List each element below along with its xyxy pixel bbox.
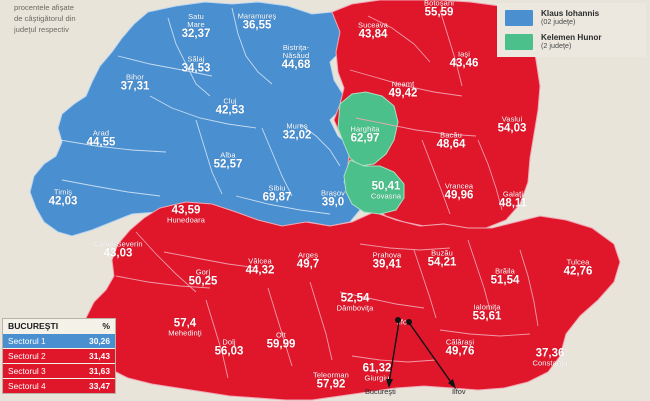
legend-label-iohannis: Klaus Iohannis: [541, 9, 600, 18]
bucharest-rows: Sectorul 1 30,26 Sectorul 2 31,43 Sectorul 3…: [3, 333, 115, 393]
color-swatch-green-icon: [505, 34, 533, 50]
legend: Klaus Iohannis (02 judeţe) Kelemen Hunor…: [497, 3, 646, 57]
legend-count-hunor: (2 judeţe): [541, 41, 572, 51]
sector-value: 31,63: [89, 366, 110, 376]
legend-label-hunor: Kelemen Hunor: [541, 33, 602, 42]
county-shape-harghita: [337, 91, 399, 167]
bucharest-row: Sectorul 1 30,26: [3, 333, 115, 348]
pointer-label-ilfov: Ilfov: [452, 387, 466, 396]
county-shape-covasna: [343, 159, 405, 215]
legend-item-iohannis: Klaus Iohannis (02 judeţe): [505, 9, 599, 27]
bucharest-table-header: BUCUREŞTI %: [3, 319, 115, 333]
legend-count-iohannis: (02 judeţe): [541, 17, 576, 27]
sector-name: Sectorul 4: [8, 381, 46, 391]
bucharest-pct-header: %: [102, 321, 110, 331]
bucharest-row: Sectorul 3 31,63: [3, 363, 115, 378]
bucharest-table: BUCUREŞTI % Sectorul 1 30,26 Sectorul 2 31,…: [2, 318, 116, 394]
color-swatch-blue-icon: [505, 10, 533, 26]
sector-name: Sectorul 2: [8, 351, 46, 361]
pointer-label-bucuresti: Bucureşti: [365, 387, 396, 396]
county-borders: [59, 7, 341, 215]
map-note: procentele afişate de câştigătorul din j…: [14, 3, 76, 34]
bucharest-title: BUCUREŞTI: [8, 321, 59, 331]
sector-value: 31,43: [89, 351, 110, 361]
green-counties-group: [337, 91, 405, 215]
county-shape-red-south: [83, 201, 621, 401]
sector-name: Sectorul 1: [8, 336, 46, 346]
bucharest-row: Sectorul 4 33,47: [3, 378, 115, 393]
legend-item-hunor: Kelemen Hunor (2 judeţe): [505, 33, 602, 51]
sector-value: 30,26: [89, 336, 110, 346]
county-shape-blue-region: [29, 1, 361, 237]
sector-value: 33,47: [89, 381, 110, 391]
sector-name: Sectorul 3: [8, 366, 46, 376]
blue-counties-group: [29, 1, 361, 237]
bucharest-row: Sectorul 2 31,43: [3, 348, 115, 363]
